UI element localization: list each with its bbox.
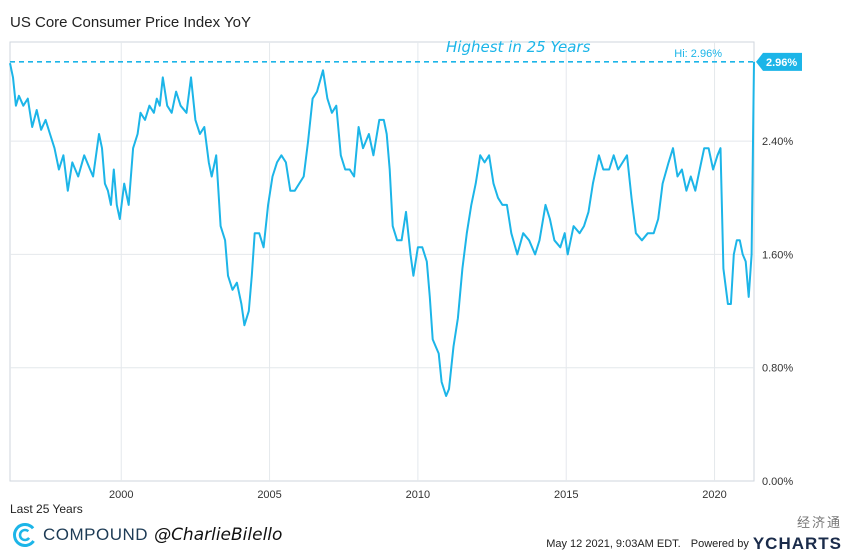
- x-tick-label: 2010: [406, 489, 430, 500]
- annotation-text: Highest in 25 Years: [446, 38, 591, 56]
- x-tick-label: 2020: [702, 489, 726, 500]
- period-label: Last 25 Years: [10, 502, 83, 516]
- company-name: COMPOUND: [43, 525, 149, 544]
- branding: COMPOUND @CharlieBilello: [12, 520, 282, 550]
- series-line: [9, 61, 755, 397]
- last-value-label: 2.96%: [766, 57, 797, 69]
- hi-label: Hi: 2.96%: [674, 48, 722, 60]
- y-tick-label: 1.60%: [762, 249, 793, 261]
- x-tick-label: 2000: [109, 489, 133, 500]
- x-tick-label: 2015: [554, 489, 578, 500]
- gridlines: [10, 42, 754, 481]
- ycharts-logo: YCHARTS: [752, 534, 842, 553]
- timestamp: May 12 2021, 9:03AM EDT.: [546, 538, 681, 550]
- footer: May 12 2021, 9:03AM EDT. Powered by YCHA…: [546, 534, 842, 554]
- y-tick-label: 2.40%: [762, 136, 793, 148]
- y-axis-ticks: 0.00% 0.80% 1.60% 2.40%: [762, 136, 793, 488]
- plot-area: [9, 41, 755, 482]
- compound-logo-icon: [12, 523, 37, 547]
- y-tick-label: 0.00%: [762, 476, 793, 488]
- last-value-badge: 2.96%: [756, 52, 802, 71]
- chart-title: US Core Consumer Price Index YoY: [10, 14, 251, 31]
- y-tick-label: 0.80%: [762, 363, 793, 375]
- x-axis-ticks: 2000 2005 2010 2015 2020: [109, 489, 727, 500]
- watermark: 经济通: [796, 515, 842, 530]
- author-handle: @CharlieBilello: [154, 525, 283, 545]
- powered-by-label: Powered by: [690, 538, 749, 550]
- line-chart: 0.00% 0.80% 1.60% 2.40% 2000 2005 2010 2015 202…: [9, 38, 802, 500]
- x-tick-label: 2005: [257, 489, 281, 500]
